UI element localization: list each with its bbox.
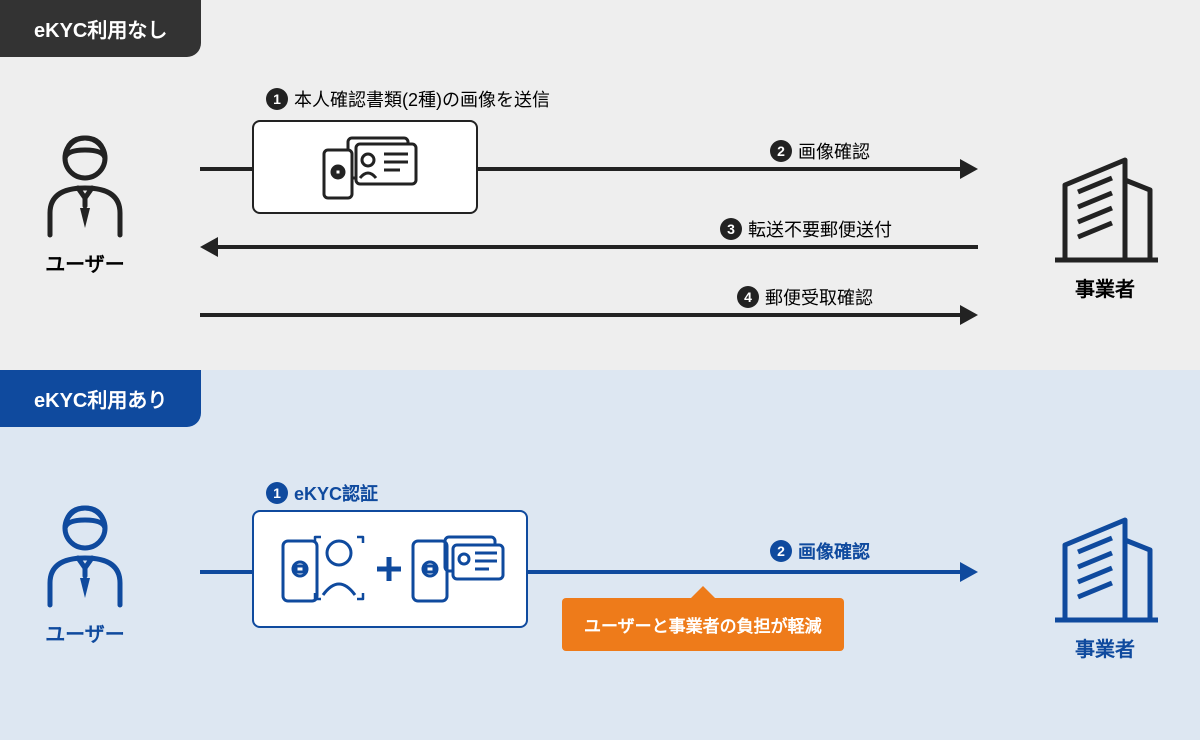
arrow-step4-head — [960, 305, 978, 325]
step2-text: 画像確認 — [798, 138, 870, 164]
business-label-blue: 事業者 — [1050, 633, 1160, 662]
step2-text-blue: 画像確認 — [798, 538, 870, 564]
user-label: ユーザー — [40, 248, 130, 277]
arrow-step3-head — [200, 237, 218, 257]
ekyc-card — [252, 510, 528, 628]
step3-text: 転送不要郵便送付 — [748, 216, 892, 242]
business-label: 事業者 — [1050, 273, 1160, 302]
user-block-blue: ユーザー — [40, 500, 130, 647]
business-block: 事業者 — [1050, 150, 1160, 302]
callout: ユーザーと事業者の負担が軽減 — [562, 598, 844, 651]
step1-label: 1 本人確認書類(2種)の画像を送信 — [266, 86, 550, 112]
tab-without-ekyc: eKYC利用なし — [0, 0, 201, 57]
step1-label-blue: 1 eKYC認証 — [266, 480, 378, 506]
phone-id-icon — [310, 132, 420, 202]
building-icon-blue — [1050, 510, 1160, 625]
step2-num: 2 — [770, 140, 792, 162]
user-block: ユーザー — [40, 130, 130, 277]
panel-with-ekyc: eKYC利用あり ユーザー — [0, 370, 1200, 740]
document-card — [252, 120, 478, 214]
user-icon-blue — [40, 500, 130, 610]
arrow-blue-head — [960, 562, 978, 582]
step1-num-blue: 1 — [266, 482, 288, 504]
step2-label-blue: 2 画像確認 — [770, 538, 870, 564]
user-label-blue: ユーザー — [40, 618, 130, 647]
arrow-step1-2-head — [960, 159, 978, 179]
building-icon — [1050, 150, 1160, 265]
arrow-step4 — [200, 313, 960, 317]
step2-label: 2 画像確認 — [770, 138, 870, 164]
step2-num-blue: 2 — [770, 540, 792, 562]
business-block-blue: 事業者 — [1050, 510, 1160, 662]
arrow-step3 — [218, 245, 978, 249]
ekyc-icon — [275, 523, 505, 615]
step1-text: 本人確認書類(2種)の画像を送信 — [294, 86, 550, 112]
user-icon — [40, 130, 130, 240]
step4-text: 郵便受取確認 — [765, 284, 873, 310]
step1-num: 1 — [266, 88, 288, 110]
step3-num: 3 — [720, 218, 742, 240]
tab-with-ekyc: eKYC利用あり — [0, 370, 201, 427]
step3-label: 3 転送不要郵便送付 — [720, 216, 892, 242]
panel-without-ekyc: eKYC利用なし ユーザー — [0, 0, 1200, 370]
step4-num: 4 — [737, 286, 759, 308]
step4-label: 4 郵便受取確認 — [737, 284, 873, 310]
step1-text-blue: eKYC認証 — [294, 480, 378, 506]
